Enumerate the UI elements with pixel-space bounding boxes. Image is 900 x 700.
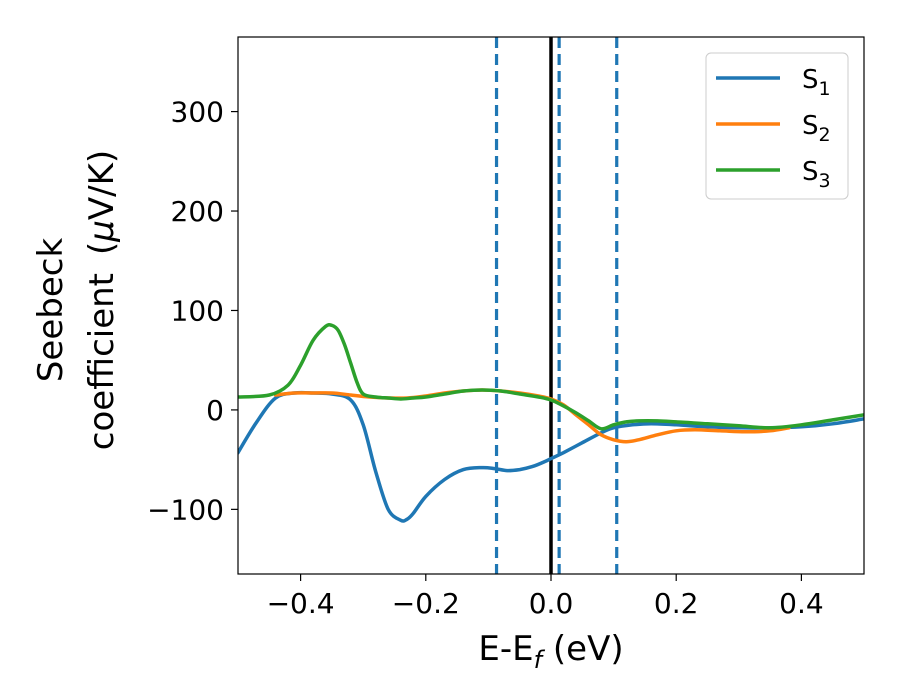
y-tick-label: −100 bbox=[147, 493, 224, 526]
x-axis-ticks: −0.4 −0.2 0.0 0.2 0.4 bbox=[267, 574, 824, 620]
vertical-reference-lines bbox=[494, 37, 619, 574]
x-axis-label: E-Ef (eV) bbox=[478, 629, 623, 674]
x-axis-label-unit: (eV) bbox=[542, 629, 624, 669]
x-tick-label: 0.0 bbox=[529, 587, 574, 620]
series-line-s2 bbox=[273, 388, 791, 444]
legend-label-s2: S2 bbox=[802, 111, 831, 146]
y-axis-label-mu: μ bbox=[82, 220, 122, 243]
x-tick-label: 0.2 bbox=[654, 587, 699, 620]
series-lines bbox=[238, 322, 864, 523]
x-tick-label: 0.4 bbox=[779, 587, 824, 620]
y-axis-ticks: −100 0 100 200 300 bbox=[147, 96, 238, 526]
y-axis-label-unit: ( bbox=[82, 242, 122, 255]
y-tick-label: 0 bbox=[206, 394, 224, 427]
series-line-s3 bbox=[238, 322, 864, 431]
series-line-s1 bbox=[238, 390, 864, 523]
legend-label-s1: S1 bbox=[802, 65, 831, 100]
x-tick-label: −0.4 bbox=[267, 587, 335, 620]
y-tick-label: 100 bbox=[171, 294, 224, 327]
x-tick-label: −0.2 bbox=[392, 587, 460, 620]
legend-box bbox=[705, 52, 849, 200]
y-axis-label-line1: Seebeck bbox=[31, 238, 71, 383]
y-tick-label: 200 bbox=[171, 195, 224, 228]
y-tick-label: 300 bbox=[171, 96, 224, 129]
legend: S1 S2 S3 bbox=[705, 52, 849, 200]
legend-label-s3: S3 bbox=[802, 157, 831, 192]
y-axis-label-line2: coefficient(μV/K) bbox=[82, 150, 122, 450]
